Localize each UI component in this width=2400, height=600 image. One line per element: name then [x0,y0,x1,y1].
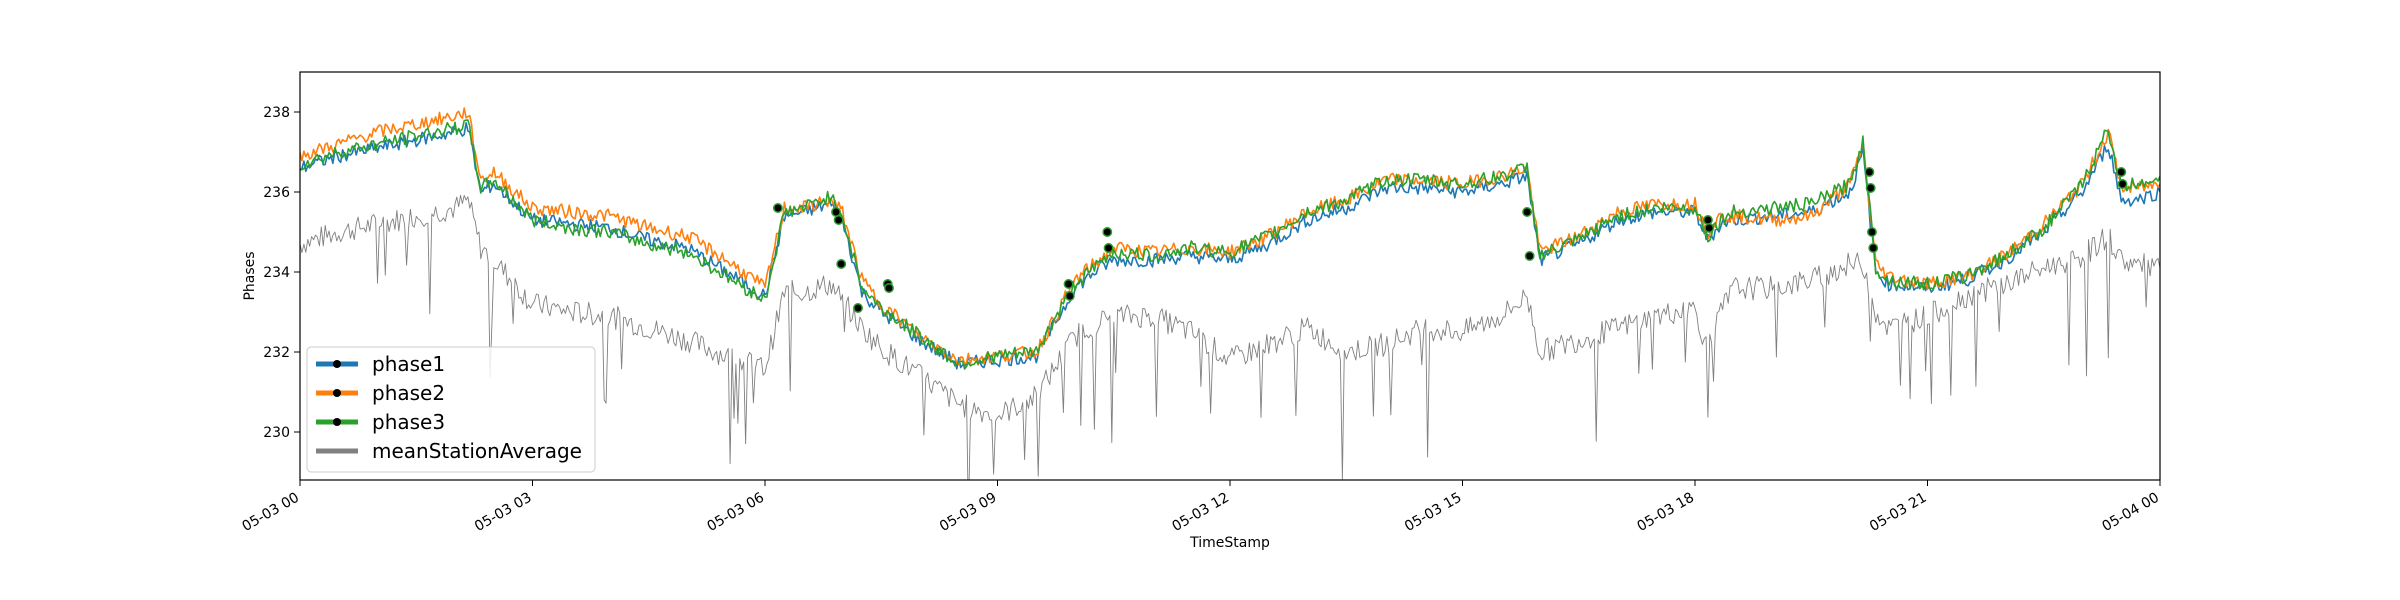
event-marker-16 [1864,167,1875,177]
legend-marker-phase3 [333,418,341,426]
x-axis-label: TimeStamp [1189,535,1270,551]
event-marker-11 [1103,243,1114,253]
legend-marker-phase1 [333,360,341,368]
event-marker-12 [1522,207,1533,217]
marker-layer [772,167,2128,313]
y-tick-label-236: 236 [263,185,290,201]
event-marker-4 [836,259,847,269]
series-line-phase2 [300,107,2160,366]
event-marker-21 [2117,179,2128,189]
legend-label-phase2: phase2 [372,381,445,405]
series-layer [300,107,2160,480]
event-marker-8 [1063,279,1074,289]
event-marker-15 [1704,223,1715,233]
legend-box [306,346,596,473]
event-marker-14 [1702,215,1713,225]
event-marker-10 [1102,227,1113,237]
event-marker-7 [884,283,894,293]
event-marker-5 [853,303,863,313]
event-marker-2 [831,207,841,217]
event-marker-3 [833,215,844,225]
legend-label-meanStationAverage: meanStationAverage [372,439,582,463]
legend-label-phase3: phase3 [372,410,445,434]
legend-marker-phase2 [333,389,341,397]
series-line-phase1 [300,122,2160,370]
event-marker-13 [1524,251,1535,261]
y-axis-label: Phases [242,251,258,300]
event-marker-20 [2116,167,2127,177]
y-axis: 230 232 234 236 238 [263,105,300,441]
legend-label-phase1: phase1 [372,352,445,376]
legend: phase1 phase2 phase3 meanStationAverage [306,346,596,473]
event-marker-9 [1064,291,1075,301]
event-marker-1 [772,203,783,213]
y-tick-label-238: 238 [263,105,290,121]
y-tick-label-230: 230 [263,425,290,441]
series-line-phase3 [300,119,2160,370]
event-marker-18 [1867,227,1877,237]
event-marker-17 [1865,183,1876,193]
y-tick-label-232: 232 [263,345,290,361]
series-line-meanStationAverage [300,194,2160,480]
y-tick-label-234: 234 [263,265,290,281]
event-marker-19 [1868,243,1879,253]
